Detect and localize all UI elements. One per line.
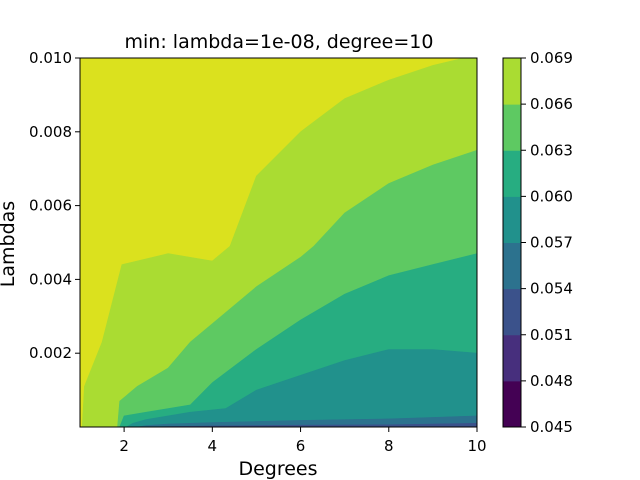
colorbar-band [503,150,521,197]
colorbar-axis: 0.045 0.048 0.051 0.054 0.057 0.060 0.063 0.066… [521,49,573,436]
y-tick-label: 0.002 [29,344,72,362]
y-axis: 0.002 0.004 0.006 0.008 0.010 [29,49,80,362]
colorbar-band [503,288,521,336]
x-tick-label: 2 [119,437,129,455]
colorbar-tick-label: 0.054 [530,280,573,298]
colorbar-tick-label: 0.057 [530,234,573,252]
colorbar-band [503,380,521,428]
x-axis-label: Degrees [238,458,317,480]
y-tick-label: 0.008 [29,123,72,141]
colorbar-tick-label: 0.048 [530,372,573,390]
x-tick-label: 10 [467,437,486,455]
contour-plot-area [80,57,478,428]
colorbar-band [503,334,521,382]
chart-title: min: lambda=1e-08, degree=10 [125,31,434,53]
colorbar-tick-label: 0.051 [530,326,573,344]
y-tick-label: 0.004 [29,270,72,288]
colorbar-tick-label: 0.069 [530,49,573,67]
x-tick-label: 6 [296,437,306,455]
x-axis: 2 4 6 8 10 [119,427,487,455]
y-tick-label: 0.006 [29,197,72,215]
colorbar-tick-label: 0.066 [530,95,573,113]
y-axis-label: Lambdas [0,201,19,287]
colorbar-band [503,58,521,105]
colorbar-band [503,242,521,290]
x-tick-label: 8 [384,437,394,455]
colorbar-tick-label: 0.045 [530,418,573,436]
colorbar-tick-label: 0.060 [530,187,573,205]
colorbar-tick-label: 0.063 [530,141,573,159]
x-tick-label: 4 [208,437,218,455]
plot-frame [79,57,478,428]
colorbar-band [503,104,521,151]
colorbar [503,58,521,428]
colorbar-band [503,196,521,243]
y-tick-label: 0.010 [29,49,72,67]
